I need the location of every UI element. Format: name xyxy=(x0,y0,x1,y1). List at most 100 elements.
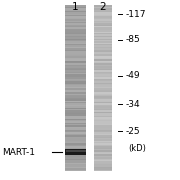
Bar xyxy=(94,99,112,101)
Bar xyxy=(65,81,86,83)
Bar xyxy=(65,19,86,21)
Bar xyxy=(94,29,112,30)
Bar xyxy=(65,23,86,25)
Bar xyxy=(65,121,86,123)
Bar xyxy=(65,62,86,63)
Bar xyxy=(65,45,86,47)
Bar xyxy=(94,138,112,139)
Bar xyxy=(94,52,112,54)
Bar xyxy=(65,134,86,135)
Bar xyxy=(65,39,86,40)
Bar xyxy=(65,149,86,150)
Bar xyxy=(94,36,112,37)
Bar xyxy=(94,73,112,74)
Bar xyxy=(65,139,86,141)
Bar xyxy=(65,66,86,68)
Text: 1: 1 xyxy=(72,2,79,12)
Bar xyxy=(65,153,86,154)
Bar xyxy=(94,84,112,86)
Bar xyxy=(94,143,112,145)
Bar xyxy=(65,14,86,15)
Bar xyxy=(94,92,112,94)
Bar xyxy=(65,36,86,37)
Bar xyxy=(65,55,86,57)
Bar xyxy=(65,44,86,45)
Bar xyxy=(94,83,112,84)
Bar xyxy=(65,65,86,66)
Bar xyxy=(94,113,112,114)
Bar xyxy=(94,50,112,51)
Bar xyxy=(65,5,86,7)
Bar xyxy=(94,112,112,113)
Bar xyxy=(65,78,86,80)
Bar xyxy=(65,94,86,95)
Bar xyxy=(65,84,86,86)
Bar xyxy=(65,145,86,146)
Bar xyxy=(65,168,86,170)
Bar xyxy=(65,157,86,159)
Bar xyxy=(65,95,86,96)
Bar xyxy=(65,25,86,26)
Bar xyxy=(94,18,112,19)
Bar xyxy=(94,55,112,57)
Bar xyxy=(94,65,112,66)
Bar xyxy=(94,164,112,165)
Bar xyxy=(94,48,112,50)
Bar xyxy=(94,15,112,16)
Bar xyxy=(65,152,86,153)
Bar xyxy=(65,83,86,84)
Bar xyxy=(94,159,112,160)
Bar xyxy=(94,30,112,32)
Bar xyxy=(65,154,86,156)
Bar xyxy=(94,136,112,138)
Bar xyxy=(65,34,86,36)
Bar xyxy=(65,114,86,116)
Text: 2: 2 xyxy=(99,2,106,12)
Bar xyxy=(94,121,112,123)
Bar xyxy=(94,37,112,39)
Bar xyxy=(94,63,112,65)
Bar xyxy=(65,15,86,16)
Bar xyxy=(94,77,112,78)
Bar xyxy=(94,142,112,143)
Bar xyxy=(65,119,86,120)
Bar xyxy=(94,114,112,116)
Bar xyxy=(65,70,86,72)
Bar xyxy=(94,32,112,33)
Bar xyxy=(65,50,86,51)
Bar xyxy=(65,10,86,11)
Bar xyxy=(65,33,86,34)
Bar xyxy=(65,105,86,106)
Bar xyxy=(65,113,86,114)
Bar xyxy=(94,168,112,170)
Bar xyxy=(94,26,112,28)
Bar xyxy=(65,74,86,76)
Bar xyxy=(94,51,112,52)
Bar xyxy=(94,139,112,141)
Bar xyxy=(94,80,112,81)
Bar xyxy=(94,21,112,22)
Bar xyxy=(65,90,86,91)
Bar xyxy=(65,131,86,132)
Bar xyxy=(94,5,112,7)
Bar xyxy=(94,134,112,135)
Bar xyxy=(94,70,112,72)
Bar xyxy=(65,22,86,23)
Bar xyxy=(66,150,86,152)
Bar xyxy=(94,124,112,125)
Bar xyxy=(94,25,112,26)
Bar xyxy=(94,163,112,164)
Bar xyxy=(65,11,86,12)
Bar xyxy=(65,165,86,167)
Bar xyxy=(65,109,86,110)
Bar xyxy=(65,7,86,8)
Bar xyxy=(65,123,86,124)
Bar xyxy=(65,116,86,117)
Bar xyxy=(65,132,86,134)
Bar xyxy=(94,68,112,69)
Bar xyxy=(65,142,86,143)
Bar xyxy=(65,72,86,73)
Bar xyxy=(94,22,112,23)
Bar xyxy=(65,120,86,121)
Bar xyxy=(94,107,112,109)
